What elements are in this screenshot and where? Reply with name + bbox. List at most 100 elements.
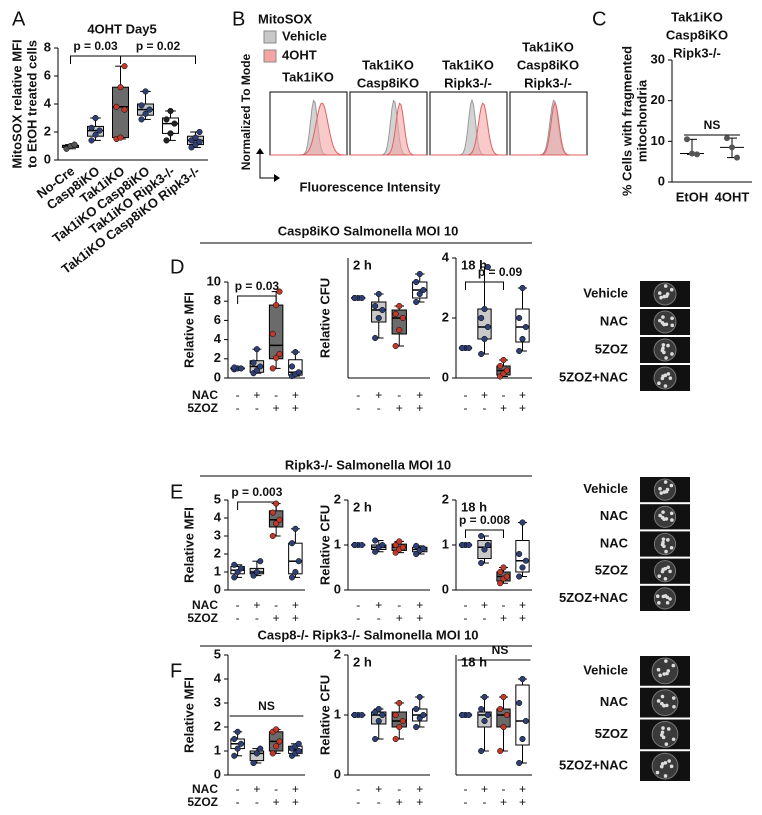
data-point (253, 346, 260, 353)
colony (669, 483, 674, 488)
y-axis-label: mitochondria (634, 79, 649, 162)
colony (660, 321, 665, 325)
y-tick-label: 10 (207, 273, 221, 288)
data-point (171, 120, 178, 127)
y-tick-label: 0 (334, 581, 341, 596)
data-point (276, 738, 283, 745)
data-point (497, 362, 504, 370)
significance-bracket (120, 55, 196, 64)
data-point (465, 541, 472, 549)
treatment-sign: + (416, 795, 423, 809)
data-point (734, 154, 740, 161)
colony (670, 323, 675, 328)
data-point (288, 574, 296, 581)
treatment-sign: + (416, 388, 423, 402)
colony (656, 699, 661, 703)
sample-label: Tak1iKO (282, 69, 334, 84)
data-point (516, 759, 523, 767)
data-point (372, 735, 379, 743)
sample-label: Casp8iKO (517, 57, 579, 72)
data-point (234, 745, 241, 752)
data-point (478, 559, 485, 567)
flow-x-label: Fluorescence Intensity (300, 179, 442, 194)
data-point (416, 270, 423, 278)
data-point (273, 726, 280, 733)
treatment-sign: - (255, 611, 259, 625)
data-point (375, 314, 382, 322)
y-axis-label: Relative MFI (181, 292, 196, 368)
data-point (92, 131, 99, 138)
data-point (396, 326, 403, 334)
colony (667, 759, 671, 763)
panel-letter: C (592, 8, 606, 30)
y-tick-label: 0 (214, 581, 221, 596)
data-point (273, 743, 280, 750)
data-point (273, 500, 280, 507)
treatment-sign: - (356, 795, 360, 809)
treatment-sign: + (481, 598, 488, 612)
significance-bracket (465, 529, 504, 538)
colony (666, 727, 671, 731)
colony (657, 574, 662, 578)
y-tick-label: 8 (44, 39, 51, 54)
treatment-sign: - (483, 401, 487, 415)
data-point (288, 363, 296, 370)
colony (663, 761, 668, 765)
significance-label: p = 0.03 (235, 279, 280, 293)
data-point (372, 302, 379, 310)
data-point (413, 278, 420, 286)
y-tick-label: 1 (334, 536, 341, 551)
data-point (167, 107, 174, 115)
colony (668, 376, 673, 380)
sample-label: Tak1iKO (442, 57, 494, 72)
data-point (481, 693, 488, 701)
colony (657, 381, 661, 386)
data-point (694, 151, 700, 158)
box (515, 540, 530, 573)
data-point (729, 144, 735, 151)
arrow-head (256, 148, 280, 182)
colony (659, 491, 664, 495)
significance-bracket (70, 55, 121, 64)
y-axis-label: MitoSOX relative MFI (9, 39, 24, 168)
data-point (121, 106, 128, 113)
treatment-sign: - (397, 598, 401, 612)
data-point (351, 541, 358, 549)
data-point (163, 137, 170, 144)
treatment-sign: - (274, 598, 278, 612)
significance-bracket (237, 501, 277, 510)
data-point (478, 350, 485, 358)
y-axis-label: % Cells with fragmented (619, 46, 634, 196)
data-point (237, 740, 245, 747)
treatment-sign: + (500, 611, 507, 625)
data-point (192, 134, 199, 141)
data-point (413, 298, 420, 306)
data-point (276, 350, 283, 358)
data-point (392, 541, 399, 549)
treatment-sign: - (464, 401, 468, 415)
treatment-sign: + (292, 388, 299, 402)
y-tick-label: 0 (44, 151, 51, 166)
data-point (465, 344, 472, 352)
data-point (465, 711, 472, 719)
treatment-sign: + (416, 782, 423, 796)
significance-label: NS (492, 643, 509, 657)
time-label: 2 h (353, 257, 372, 272)
colony (670, 316, 674, 321)
chart-title: 4OHT Day5 (87, 21, 156, 36)
treatment-sign: + (519, 795, 526, 809)
significance-label: NS (704, 118, 721, 132)
y-tick-label: 4 (214, 509, 222, 524)
colony (661, 726, 665, 730)
legend-label: 4OHT (282, 47, 317, 62)
colony (655, 770, 660, 775)
data-point (478, 314, 485, 322)
colony (661, 510, 665, 514)
flow-y-label: Normalized To Mode (239, 53, 253, 170)
significance-bracket (237, 295, 277, 304)
treatment-sign: - (397, 388, 401, 402)
colony (660, 730, 665, 735)
colony (672, 704, 676, 709)
colony (670, 352, 674, 356)
data-point (500, 723, 507, 731)
